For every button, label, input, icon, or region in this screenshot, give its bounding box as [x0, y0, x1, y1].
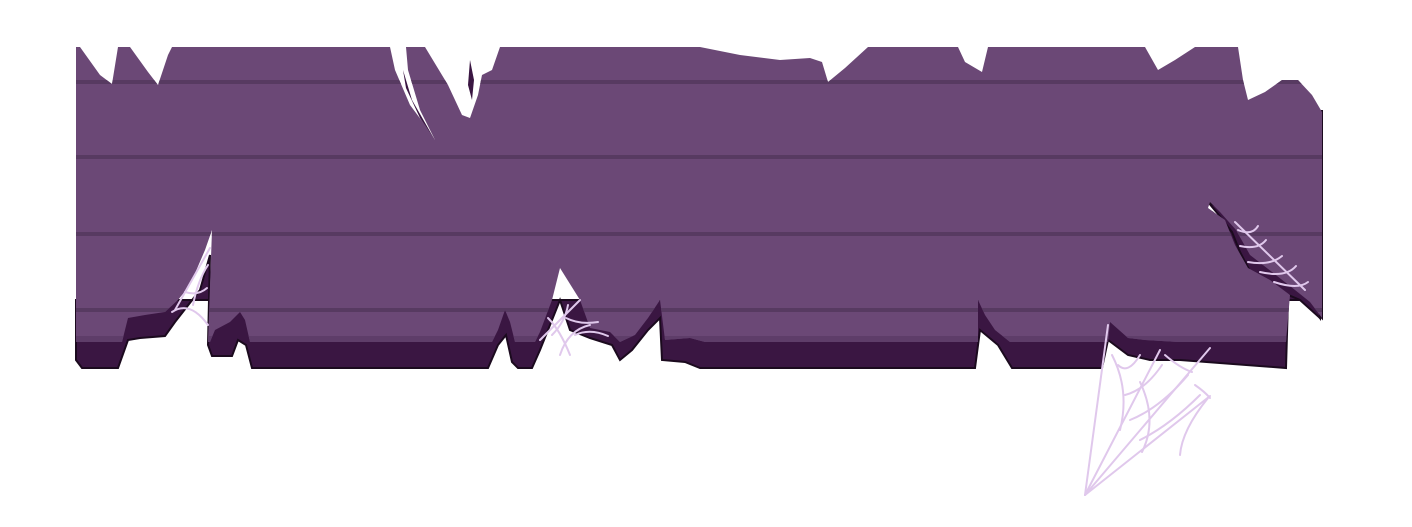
plank-line-1 [76, 80, 1322, 84]
cobweb-icon [539, 299, 609, 356]
cobweb-icon [1084, 324, 1211, 496]
plank-line-4 [76, 308, 1322, 312]
plank-line-3 [76, 232, 1322, 236]
plank-bottom-bevel [76, 336, 1322, 342]
cobweb-icon [1234, 221, 1309, 291]
plank-lines [76, 80, 1322, 342]
plank-line-2 [76, 155, 1322, 159]
cobweb-icon [171, 247, 211, 326]
plank-top-shadow-2 [468, 60, 474, 100]
plank-face [76, 47, 1322, 342]
